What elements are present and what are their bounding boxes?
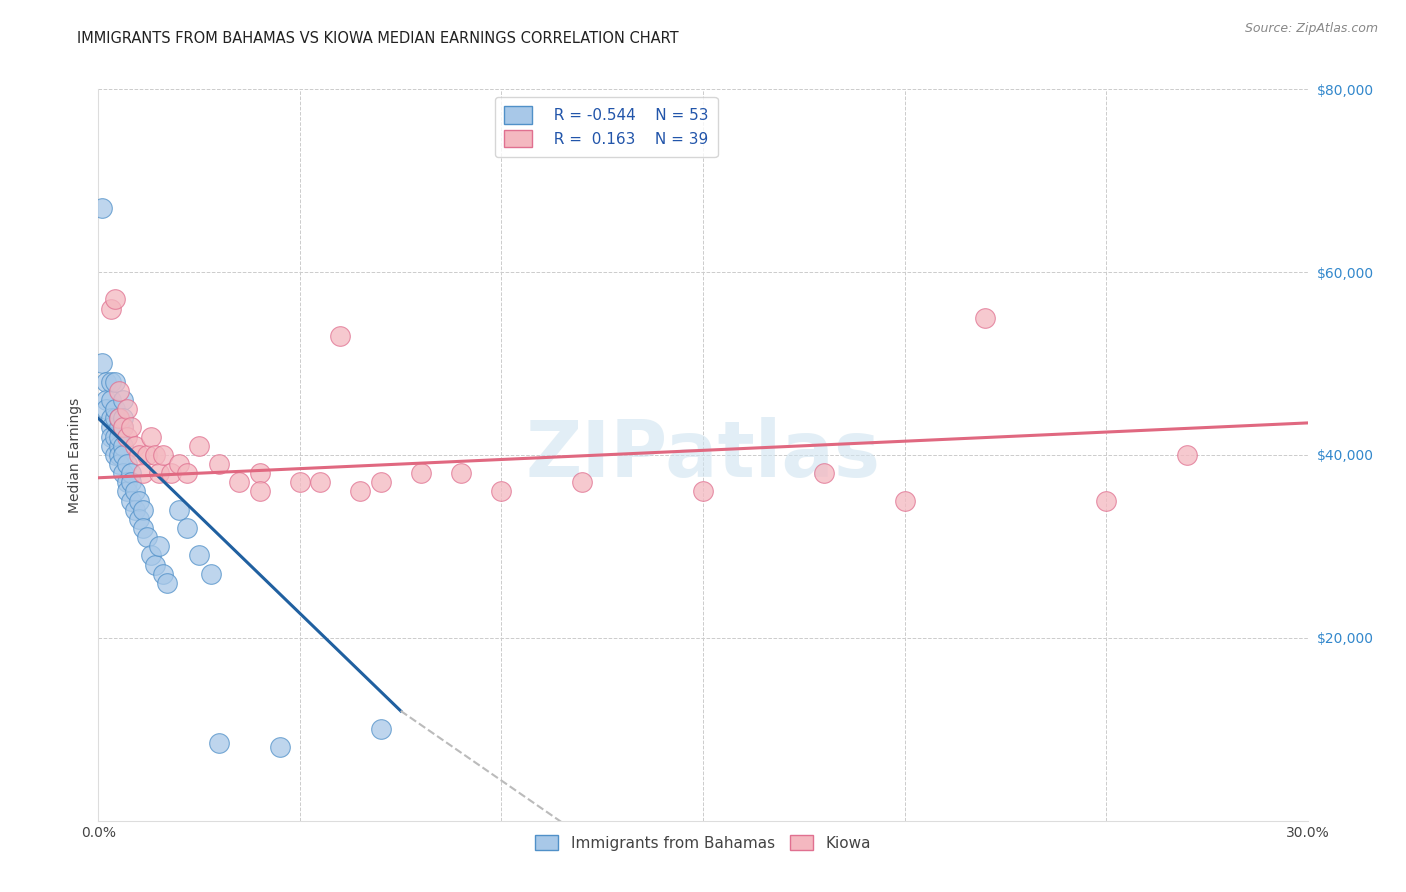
Point: [156, 576, 179, 591]
Point: [107, 411, 129, 425]
Point: [139, 429, 162, 443]
Point: [107, 448, 129, 462]
Text: IMMIGRANTS FROM BAHAMAS VS KIOWA MEDIAN EARNINGS CORRELATION CHART: IMMIGRANTS FROM BAHAMAS VS KIOWA MEDIAN …: [77, 31, 679, 46]
Point: [176, 521, 198, 535]
Point: [91, 356, 114, 370]
Text: ZIPatlas: ZIPatlas: [526, 417, 880, 493]
Point: [124, 484, 146, 499]
Point: [139, 549, 162, 563]
Text: Source: ZipAtlas.com: Source: ZipAtlas.com: [1244, 22, 1378, 36]
Point: [115, 457, 138, 471]
Point: [692, 484, 714, 499]
Point: [228, 475, 250, 490]
Point: [120, 475, 142, 490]
Point: [1175, 448, 1198, 462]
Point: [132, 521, 155, 535]
Point: [115, 475, 138, 490]
Point: [100, 439, 122, 453]
Point: [96, 375, 118, 389]
Point: [329, 329, 352, 343]
Point: [349, 484, 371, 499]
Point: [128, 448, 150, 462]
Point: [107, 420, 129, 434]
Point: [111, 420, 134, 434]
Point: [135, 448, 157, 462]
Point: [269, 740, 291, 755]
Point: [128, 512, 150, 526]
Point: [115, 429, 138, 443]
Point: [111, 420, 134, 434]
Point: [176, 466, 198, 480]
Point: [208, 736, 231, 750]
Point: [288, 475, 311, 490]
Point: [1095, 493, 1118, 508]
Point: [96, 392, 118, 407]
Point: [135, 530, 157, 544]
Point: [103, 429, 125, 443]
Point: [120, 466, 142, 480]
Point: [115, 402, 138, 417]
Point: [152, 566, 174, 581]
Point: [124, 439, 146, 453]
Point: [100, 411, 122, 425]
Point: [100, 429, 122, 443]
Point: [167, 502, 190, 516]
Point: [100, 301, 122, 316]
Point: [91, 201, 114, 215]
Point: [491, 484, 513, 499]
Point: [111, 448, 134, 462]
Point: [249, 466, 271, 480]
Point: [111, 439, 134, 453]
Point: [100, 420, 122, 434]
Point: [103, 448, 125, 462]
Point: [249, 484, 271, 499]
Point: [100, 375, 122, 389]
Point: [409, 466, 432, 480]
Point: [450, 466, 472, 480]
Point: [152, 448, 174, 462]
Point: [111, 411, 134, 425]
Point: [208, 457, 231, 471]
Point: [100, 392, 122, 407]
Point: [974, 310, 997, 325]
Point: [111, 466, 134, 480]
Point: [103, 402, 125, 417]
Point: [107, 457, 129, 471]
Legend: Immigrants from Bahamas, Kiowa: Immigrants from Bahamas, Kiowa: [529, 829, 877, 857]
Point: [143, 558, 166, 572]
Point: [120, 420, 142, 434]
Point: [167, 457, 190, 471]
Point: [370, 475, 392, 490]
Point: [188, 439, 211, 453]
Point: [103, 411, 125, 425]
Point: [103, 293, 125, 307]
Point: [309, 475, 332, 490]
Point: [893, 493, 915, 508]
Point: [103, 375, 125, 389]
Point: [96, 402, 118, 417]
Point: [107, 411, 129, 425]
Point: [124, 502, 146, 516]
Point: [120, 493, 142, 508]
Point: [370, 723, 392, 737]
Point: [107, 384, 129, 398]
Point: [160, 466, 183, 480]
Point: [107, 429, 129, 443]
Point: [115, 484, 138, 499]
Point: [128, 493, 150, 508]
Point: [132, 466, 155, 480]
Point: [143, 448, 166, 462]
Point: [107, 439, 129, 453]
Point: [188, 549, 211, 563]
Point: [132, 502, 155, 516]
Y-axis label: Median Earnings: Median Earnings: [69, 397, 83, 513]
Point: [148, 539, 170, 553]
Point: [148, 466, 170, 480]
Point: [571, 475, 593, 490]
Point: [111, 392, 134, 407]
Point: [813, 466, 835, 480]
Point: [200, 566, 222, 581]
